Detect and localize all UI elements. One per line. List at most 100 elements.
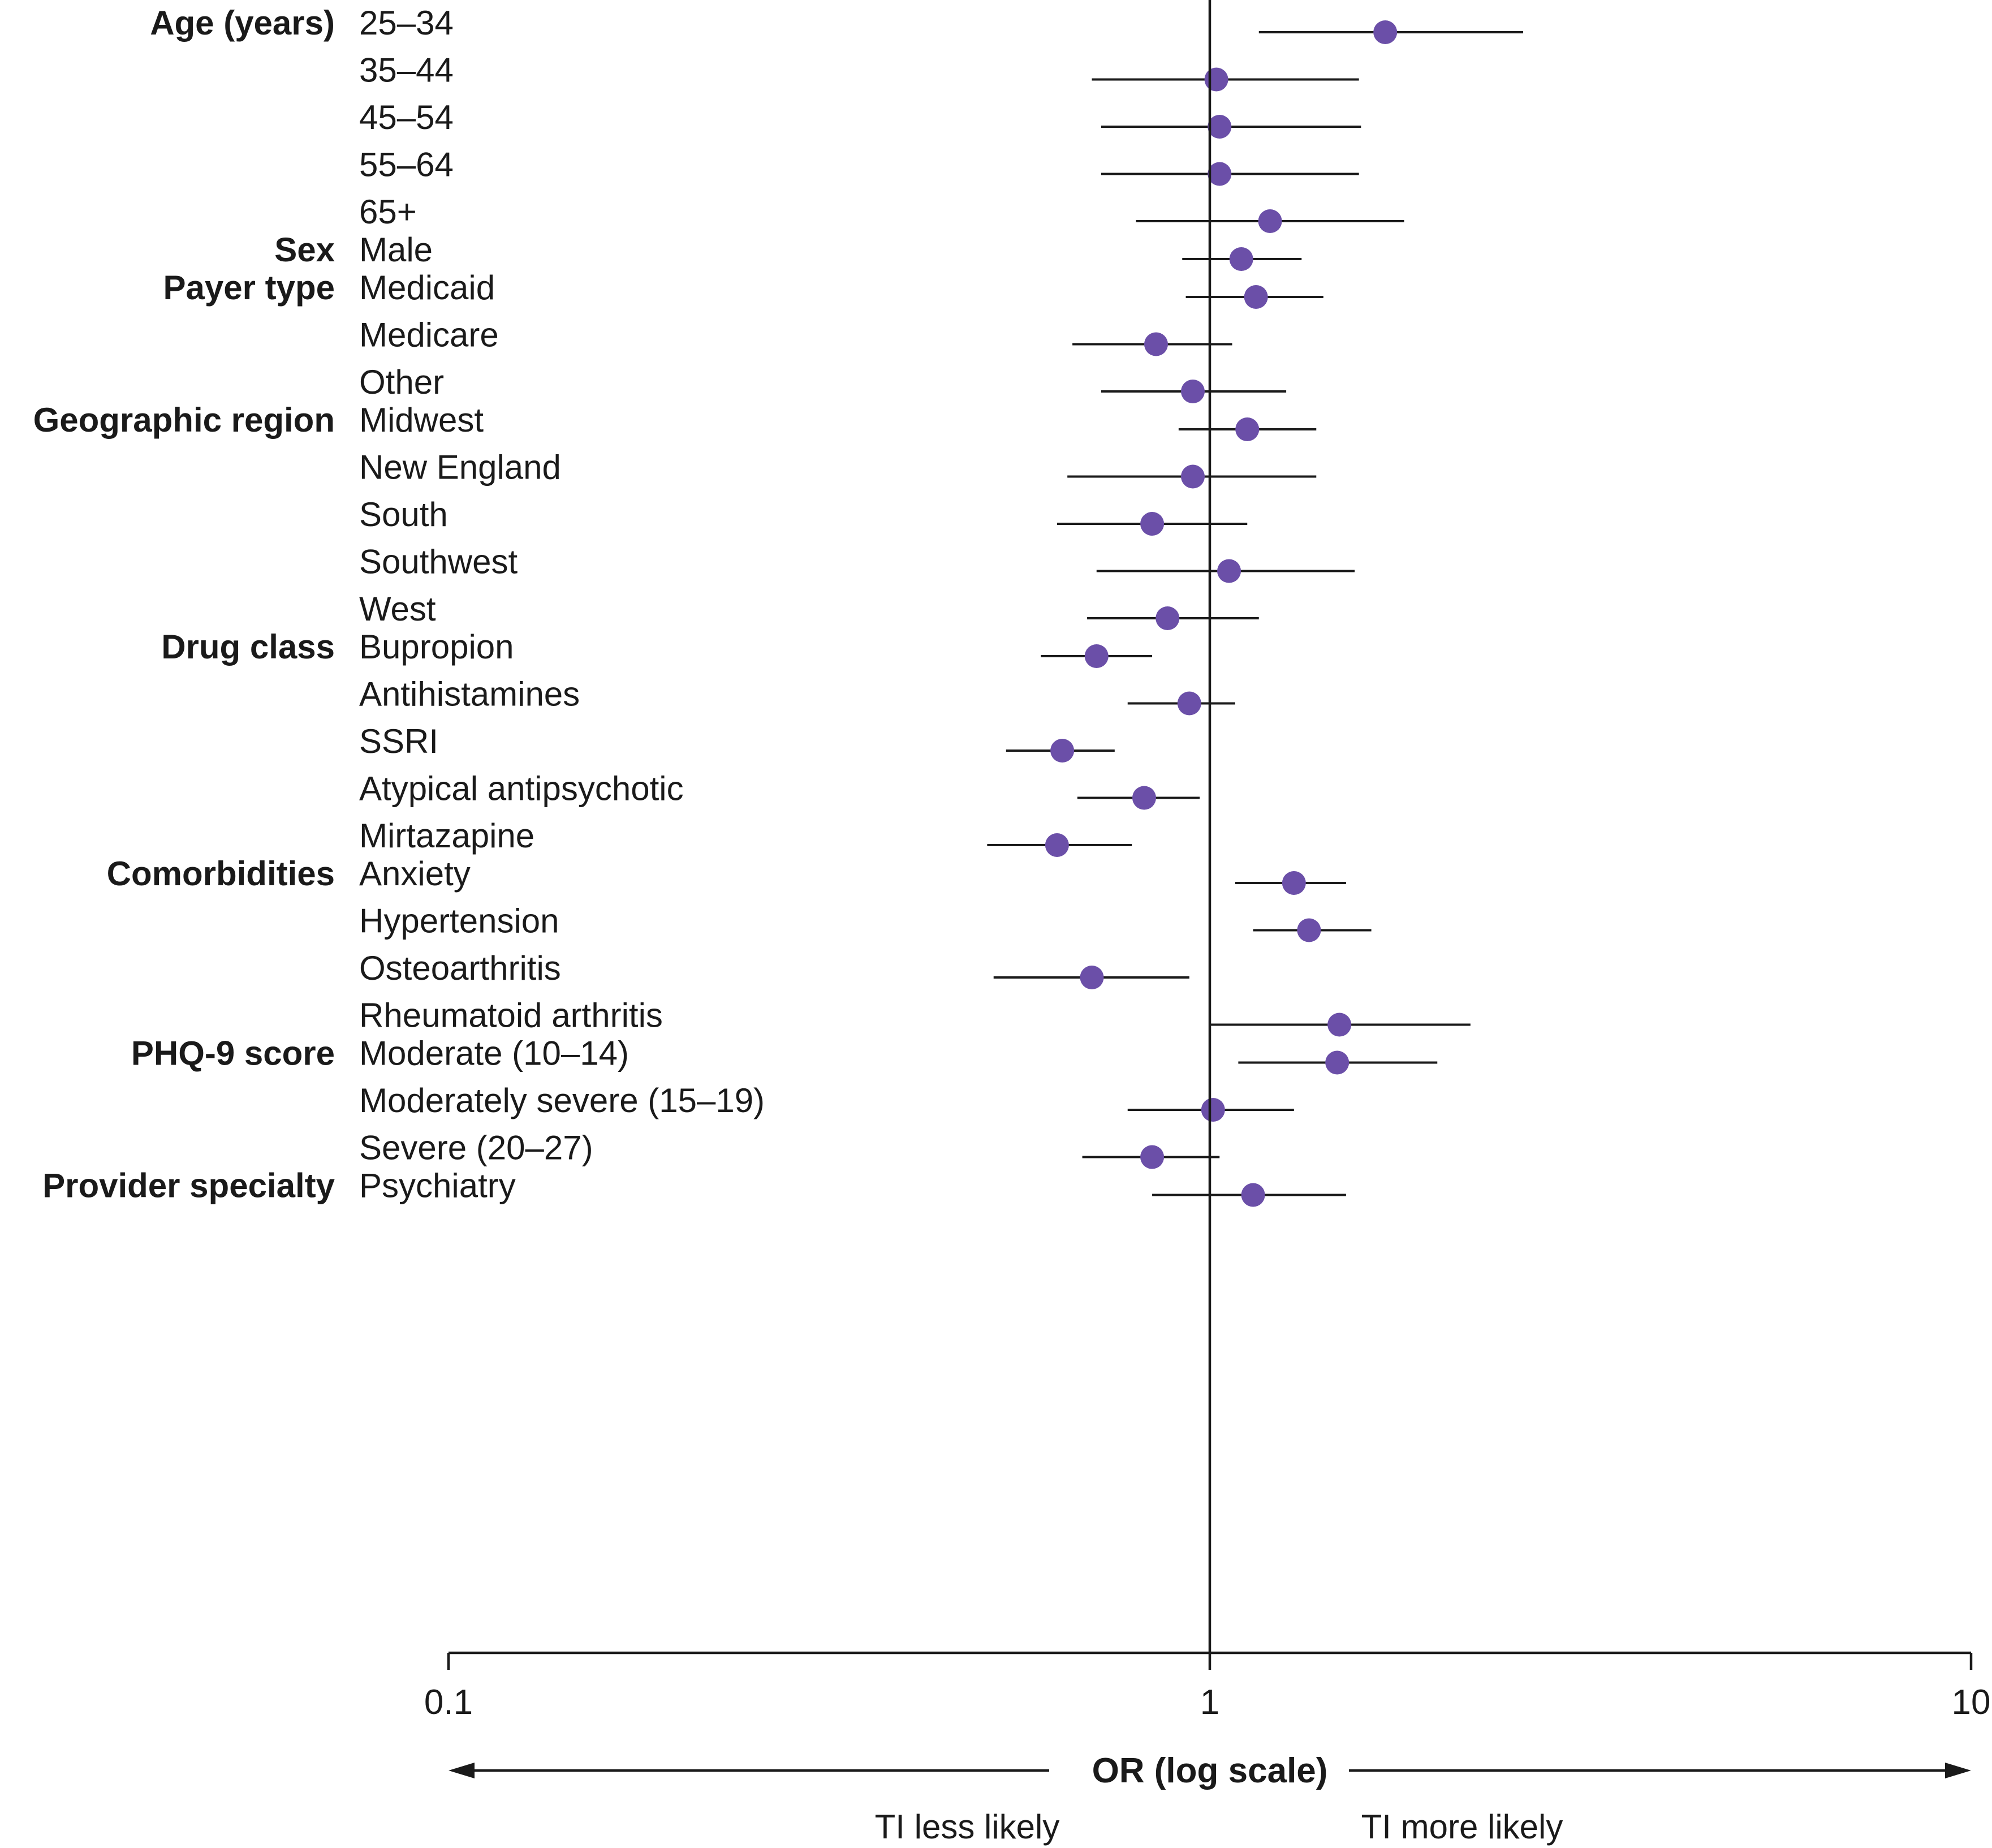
row-label: 25–34: [359, 4, 454, 42]
group-sex: Sex Male: [274, 231, 1302, 271]
row-label: Bupropion: [359, 628, 514, 666]
row-age-years-55-64: 55–64: [359, 145, 1359, 186]
row-drug-class-bupropion: Bupropion: [359, 628, 1153, 668]
odds-ratio-point: [1241, 1183, 1265, 1207]
odds-ratio-point: [1201, 1098, 1225, 1122]
row-drug-class-mirtazapine: Mirtazapine: [359, 817, 1132, 857]
row-label: Antihistamines: [359, 675, 580, 713]
row-label: 45–54: [359, 98, 454, 136]
odds-ratio-point: [1132, 786, 1156, 810]
less-likely-arrowhead: [449, 1763, 475, 1778]
odds-ratio-point: [1155, 606, 1180, 630]
x-axis-ticks: 0.1 1 10: [424, 1653, 1991, 1722]
odds-ratio-point: [1140, 1145, 1165, 1169]
odds-ratio-point: [1177, 691, 1201, 716]
row-comorbidities-hypertension: Hypertension: [359, 902, 1372, 942]
row-payer-type-medicaid: Medicaid: [359, 269, 1323, 309]
group-comorbidities: Comorbidities Anxiety Hypertension Osteoart…: [107, 855, 1471, 1037]
row-payer-type-medicare: Medicare: [359, 316, 1232, 356]
group-label: Sex: [274, 231, 335, 269]
odds-ratio-point: [1258, 209, 1282, 233]
row-label: Other: [359, 363, 444, 401]
row-payer-type-other: Other: [359, 363, 1287, 403]
odds-ratio-point: [1181, 464, 1205, 489]
row-label: Southwest: [359, 542, 518, 580]
row-phq-9-score-moderately-severe-15-19: Moderately severe (15–19): [359, 1082, 1294, 1122]
row-comorbidities-osteoarthritis: Osteoarthritis: [359, 949, 1189, 989]
x-axis-title: OR (log scale): [1092, 1751, 1328, 1790]
row-comorbidities-anxiety: Anxiety: [359, 855, 1346, 895]
group-phq-9-score: PHQ-9 score Moderate (10–14) Moderately se…: [131, 1034, 1438, 1169]
row-label: Moderately severe (15–19): [359, 1082, 765, 1119]
group-label: Payer type: [163, 269, 335, 307]
group-payer-type: Payer type Medicaid Medicare Other: [163, 269, 1323, 403]
row-drug-class-ssri: SSRI: [359, 722, 1115, 763]
row-sex-male: Male: [359, 231, 1302, 271]
row-age-years-45-54: 45–54: [359, 98, 1361, 139]
row-comorbidities-rheumatoid-arthritis: Rheumatoid arthritis: [359, 996, 1471, 1037]
group-age-years: Age (years) 25–34 35–44 45–54 55–64 65+: [150, 4, 1524, 233]
row-phq-9-score-moderate-10-14: Moderate (10–14): [359, 1034, 1438, 1075]
row-drug-class-atypical-antipsychotic: Atypical antipsychotic: [359, 769, 1200, 810]
row-phq-9-score-severe-20-27: Severe (20–27): [359, 1128, 1220, 1169]
odds-ratio-point: [1181, 380, 1205, 403]
odds-ratio-point: [1208, 162, 1232, 186]
odds-ratio-point: [1229, 247, 1253, 271]
group-label: Geographic region: [33, 401, 335, 439]
row-provider-specialty-psychiatry: Psychiatry: [359, 1166, 1346, 1207]
group-geographic-region: Geographic region Midwest New England South…: [33, 401, 1355, 630]
row-age-years-25-34: 25–34: [359, 4, 1524, 44]
x-tick-label: 0.1: [424, 1683, 473, 1722]
row-label: SSRI: [359, 722, 438, 760]
row-label: Mirtazapine: [359, 817, 534, 855]
row-label: South: [359, 496, 448, 533]
odds-ratio-point: [1050, 739, 1075, 763]
row-drug-class-antihistamines: Antihistamines: [359, 675, 1235, 716]
odds-ratio-point: [1045, 833, 1069, 857]
group-label: Drug class: [161, 628, 335, 666]
row-label: Male: [359, 231, 433, 269]
odds-ratio-point: [1297, 918, 1321, 942]
group-label: PHQ-9 score: [131, 1034, 335, 1072]
row-label: New England: [359, 448, 561, 486]
direction-label-more-likely: TI more likely: [1361, 1808, 1563, 1846]
row-label: Osteoarthritis: [359, 949, 561, 987]
row-label: West: [359, 590, 436, 628]
row-label: Rheumatoid arthritis: [359, 996, 663, 1034]
odds-ratio-point: [1084, 644, 1109, 668]
rows-layer: Age (years) 25–34 35–44 45–54 55–64 65+ Sex Mal…: [33, 4, 1524, 1207]
group-label: Comorbidities: [107, 855, 335, 893]
row-label: Midwest: [359, 401, 484, 439]
row-label: Anxiety: [359, 855, 471, 893]
x-tick-label: 1: [1200, 1683, 1219, 1722]
odds-ratio-point: [1144, 332, 1168, 356]
odds-ratio-point: [1327, 1013, 1352, 1037]
row-label: 55–64: [359, 145, 454, 183]
group-label: Age (years): [150, 4, 335, 42]
row-age-years-65: 65+: [359, 193, 1404, 233]
odds-ratio-point: [1140, 512, 1165, 536]
row-label: Medicaid: [359, 269, 495, 307]
row-label: Moderate (10–14): [359, 1034, 629, 1072]
more-likely-arrowhead: [1945, 1763, 1971, 1778]
odds-ratio-point: [1325, 1050, 1349, 1075]
odds-ratio-point: [1217, 559, 1241, 583]
x-tick-label: 10: [1952, 1683, 1991, 1722]
row-geographic-region-south: South: [359, 496, 1248, 536]
odds-ratio-point: [1282, 871, 1306, 895]
row-geographic-region-west: West: [359, 590, 1259, 630]
odds-ratio-point: [1244, 285, 1268, 309]
odds-ratio-point: [1235, 417, 1260, 441]
group-drug-class: Drug class Bupropion Antihistamines SSRI Aty…: [161, 628, 1235, 857]
row-label: Psychiatry: [359, 1166, 516, 1204]
row-geographic-region-southwest: Southwest: [359, 542, 1355, 583]
group-label: Provider specialty: [42, 1166, 335, 1204]
row-geographic-region-midwest: Midwest: [359, 401, 1317, 441]
odds-ratio-point: [1208, 115, 1232, 139]
row-label: Medicare: [359, 316, 499, 354]
group-provider-specialty: Provider specialty Psychiatry: [42, 1166, 1346, 1207]
row-label: Severe (20–27): [359, 1128, 593, 1166]
row-label: 35–44: [359, 51, 454, 89]
row-label: Atypical antipsychotic: [359, 769, 684, 807]
